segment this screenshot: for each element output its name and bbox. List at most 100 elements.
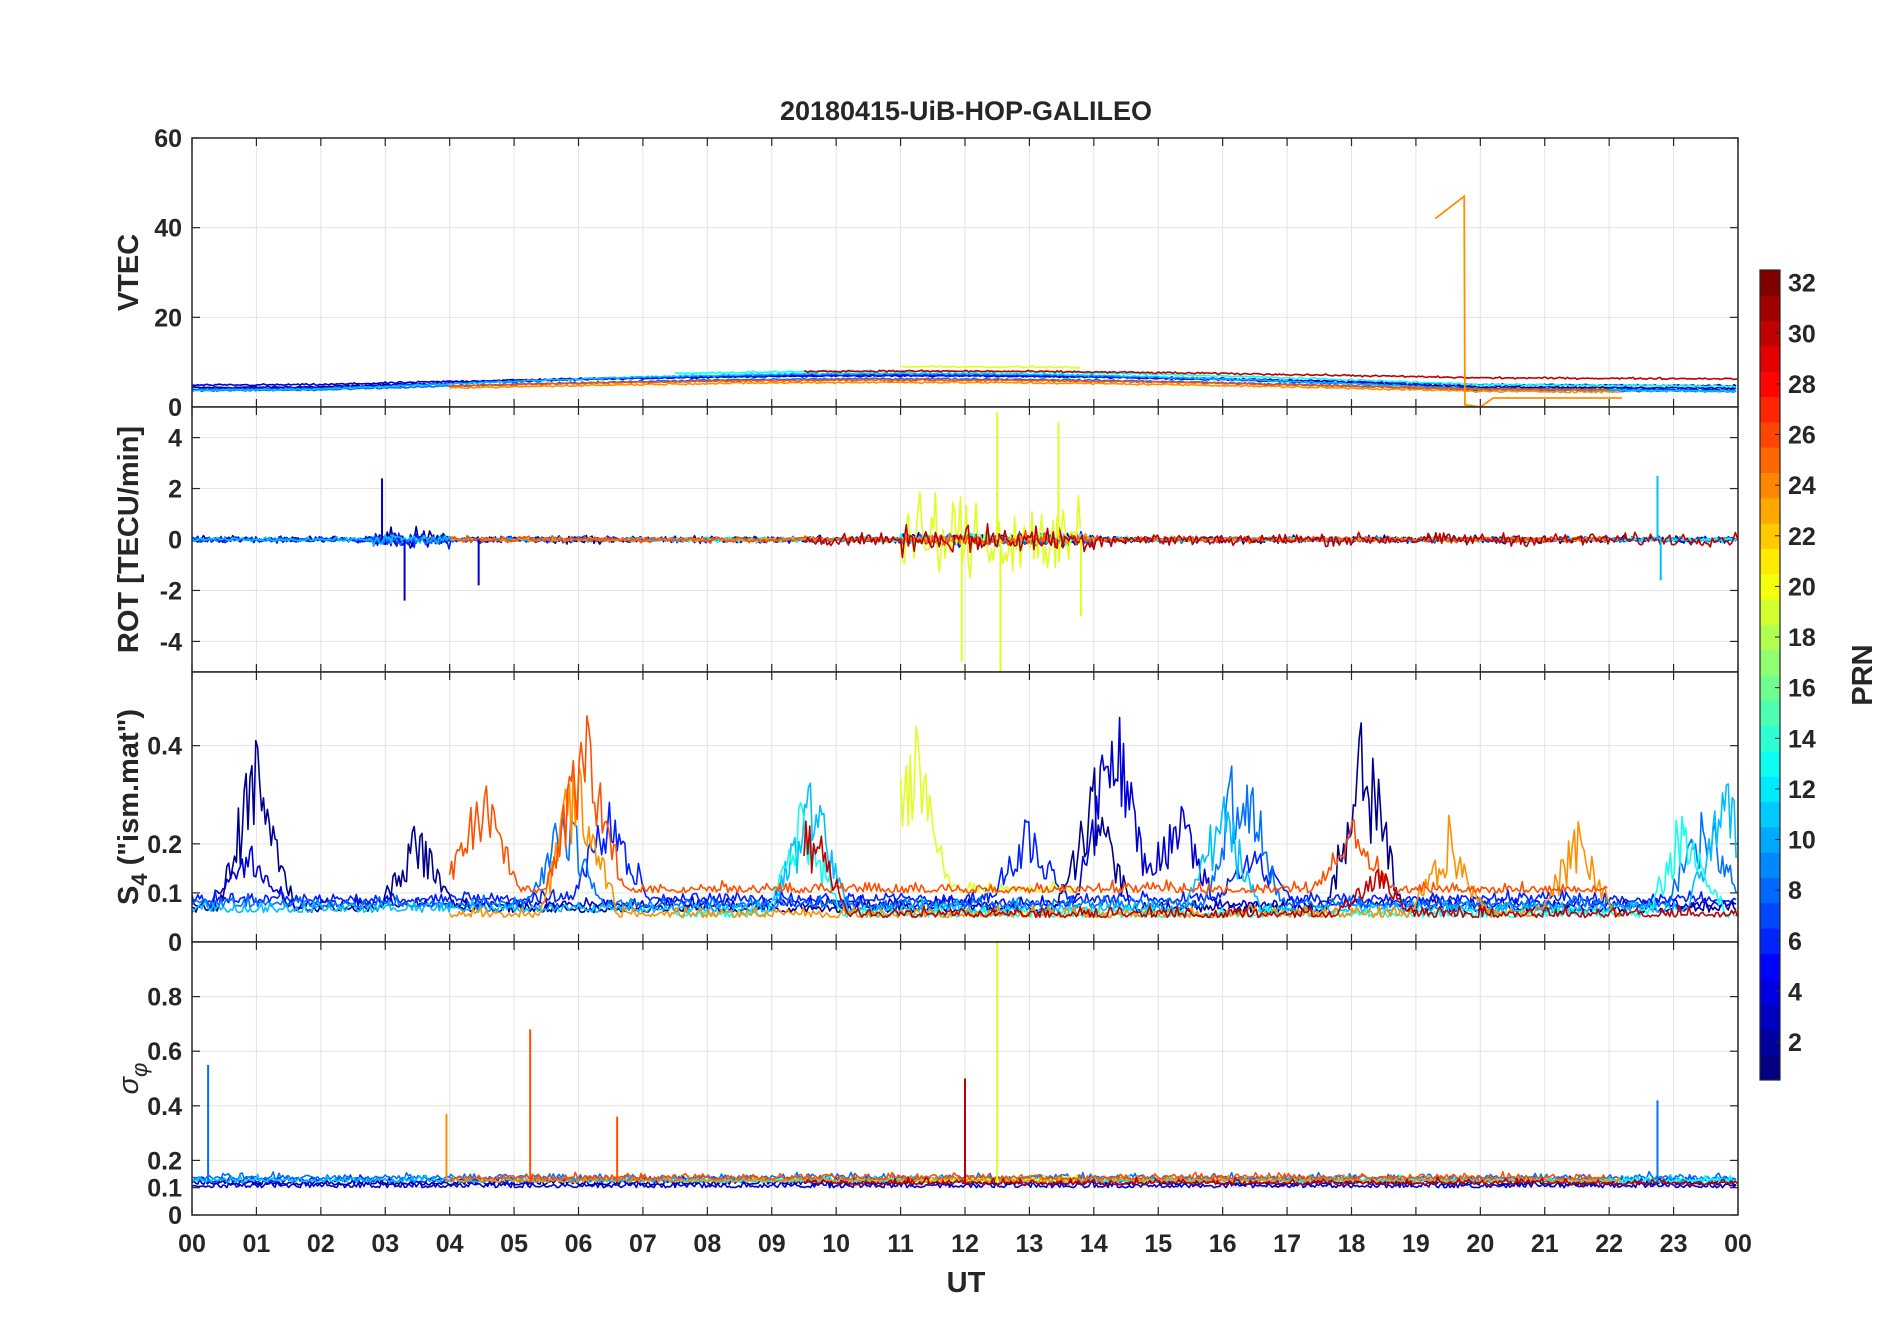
x-tick-label: 06 <box>565 1230 593 1258</box>
x-tick-label: 11 <box>887 1230 914 1258</box>
colorbar-segment <box>1760 472 1780 499</box>
series-prn-23-vtec <box>449 380 1621 394</box>
colorbar-segment <box>1760 776 1780 803</box>
colorbar-segment <box>1760 320 1780 347</box>
x-axis-label: UT <box>947 1267 986 1299</box>
panel-sigma: 00.10.2 0.4 0.6 0.8 σφ <box>113 941 1739 1230</box>
colorbar-tick-label: 10 <box>1788 827 1816 855</box>
colorbar-segment <box>1760 675 1780 701</box>
colorbar-segment <box>1760 599 1780 625</box>
x-tick-label: 18 <box>1338 1230 1366 1258</box>
x-tick-label: 00 <box>178 1230 206 1258</box>
colorbar-tick-label: 32 <box>1788 270 1816 298</box>
y-tick-label: 40 <box>154 215 182 243</box>
colorbar-segment <box>1760 1029 1780 1056</box>
colorbar-segment <box>1760 270 1780 296</box>
colorbar-tick-label: 20 <box>1788 573 1816 601</box>
series-prn-30-vtec <box>803 369 1738 381</box>
colorbar-segment <box>1760 371 1780 398</box>
x-tick-label: 14 <box>1080 1230 1108 1258</box>
series-prn-3-sigma <box>192 1180 1737 1189</box>
colorbar-segment <box>1760 852 1780 878</box>
colorbar-frame <box>1759 269 1781 1081</box>
x-tick-label: 16 <box>1209 1230 1237 1258</box>
colorbar-segment <box>1760 421 1780 448</box>
y-tick-label: 0 <box>168 1202 182 1230</box>
colorbar-segment <box>1760 902 1780 929</box>
colorbar-segment <box>1760 295 1780 322</box>
colorbar-tick-label: 24 <box>1788 472 1816 500</box>
x-tick-label: 12 <box>951 1230 979 1258</box>
colorbar-segment <box>1760 447 1780 473</box>
chart-title: 20180415-UiB-HOP-GALILEO <box>780 96 1152 126</box>
x-axis: 00 01 02 03 04 05 06 07 08 09 10 11 12 13 14 15 16 17 18 19… <box>178 1230 1752 1258</box>
y-tick-label: 0 <box>168 527 182 555</box>
colorbar-segment <box>1760 497 1780 524</box>
y-tick-label: 0.4 <box>147 733 182 761</box>
colorbar-tick-label: 6 <box>1788 928 1802 956</box>
series-group-rot <box>192 412 1738 672</box>
x-tick-label: 19 <box>1402 1230 1430 1258</box>
colorbar-tick-label: 26 <box>1788 422 1816 450</box>
colorbar-tick-label: 8 <box>1788 877 1802 905</box>
colorbar-segment <box>1760 1054 1780 1081</box>
y-tick-label: 60 <box>154 125 182 153</box>
y-axis-label-sigma: σφ <box>113 1063 152 1095</box>
y-axis-label-s4: S4 ("ism.mat") <box>113 709 152 905</box>
colorbar-tick-label: 14 <box>1788 725 1816 753</box>
colorbar-segment <box>1760 1004 1780 1030</box>
x-tick-label: 17 <box>1273 1230 1301 1258</box>
series-group-s4 <box>192 715 1738 919</box>
colorbar-label: PRN <box>1847 644 1879 705</box>
series-prn-20-sigma <box>899 1174 1081 1183</box>
colorbar-tick-label: 22 <box>1788 523 1816 551</box>
colorbar-tick-label: 12 <box>1788 776 1816 804</box>
series-prn-25-rot <box>449 529 1608 548</box>
colorbar-tick-label: 30 <box>1788 320 1816 348</box>
x-tick-label: 07 <box>629 1230 657 1258</box>
series-prn-20-vtec <box>900 365 1081 370</box>
x-tick-label: 02 <box>307 1230 335 1258</box>
y-tick-label: -2 <box>160 577 182 605</box>
x-tick-label: 00 <box>1724 1230 1752 1258</box>
colorbar-segment <box>1760 928 1780 954</box>
series-prn-25-s4 <box>448 715 1608 894</box>
panel-rot: -4 -2 0 2 4 ROT [TECU/min] <box>113 406 1739 673</box>
colorbar-tick-label: 16 <box>1788 675 1816 703</box>
colorbar-segment <box>1760 801 1780 828</box>
y-axis-label-vtec: VTEC <box>113 234 145 311</box>
y-tick-label: 0.4 <box>147 1093 182 1121</box>
series-prn-30-rot <box>803 523 1738 559</box>
y-tick-label: 0 <box>168 929 182 957</box>
colorbar-segment <box>1760 624 1780 651</box>
x-tick-label: 05 <box>500 1230 528 1258</box>
series-prn-30-sigma <box>803 1176 1738 1186</box>
x-tick-label: 09 <box>758 1230 786 1258</box>
x-tick-label: 21 <box>1531 1230 1559 1258</box>
x-tick-label: 10 <box>822 1230 850 1258</box>
y-tick-label: 0.8 <box>147 984 182 1012</box>
x-tick-label: 15 <box>1144 1230 1172 1258</box>
colorbar-segment <box>1760 978 1780 1005</box>
colorbar-segment <box>1760 396 1780 423</box>
panel-vtec: 0 20 40 60 VTEC <box>113 125 1739 422</box>
colorbar-segment <box>1760 548 1780 575</box>
y-tick-label: -4 <box>160 628 182 656</box>
series-prn-25-sigma <box>449 1171 1608 1181</box>
colorbar-segment <box>1760 826 1780 853</box>
y-tick-label: 0.2 <box>147 1147 182 1175</box>
y-axis-label-rot: ROT [TECU/min] <box>113 426 145 653</box>
colorbar-segment <box>1760 877 1780 904</box>
y-tick-label: 4 <box>168 425 182 453</box>
colorbar-segment <box>1760 573 1780 600</box>
colorbar-segment <box>1760 345 1780 372</box>
colorbar-segment <box>1760 523 1780 549</box>
x-tick-label: 20 <box>1466 1230 1494 1258</box>
x-tick-label: 04 <box>436 1230 464 1258</box>
x-tick-label: 08 <box>693 1230 721 1258</box>
colorbar-segment <box>1760 725 1780 752</box>
series-prn-30-s4 <box>803 820 1738 919</box>
